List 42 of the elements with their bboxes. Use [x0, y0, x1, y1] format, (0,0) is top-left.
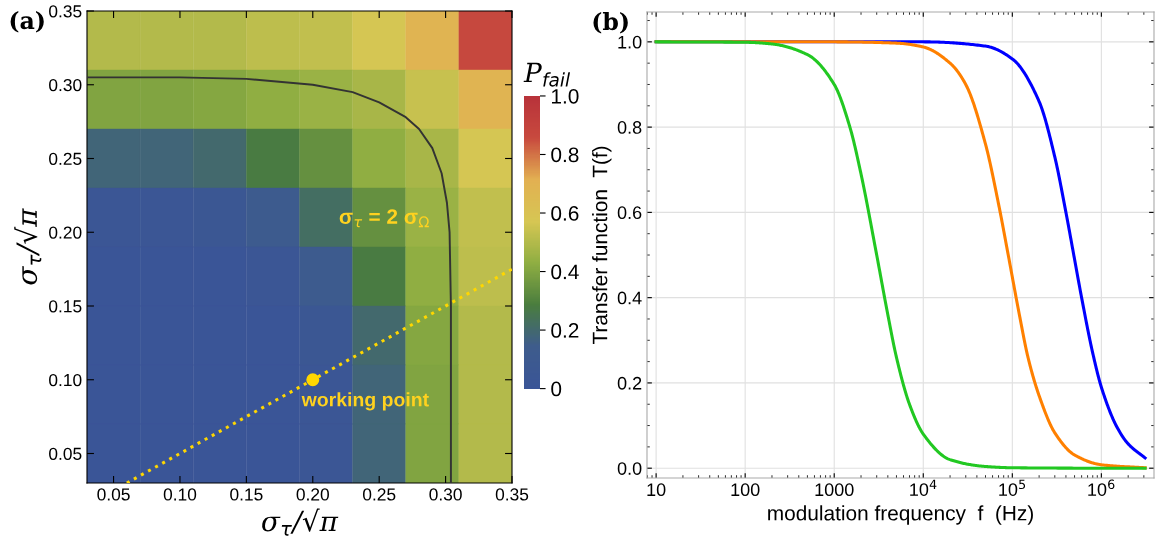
- y-tick-label: 0.0: [617, 462, 642, 475]
- x-tick-label: 10$^{4}$: [910, 479, 937, 496]
- x-tick-label: 0.35: [495, 488, 529, 501]
- series-label: σ$_{τ}$ = 2 σ$_{Ω}$: [339, 209, 429, 228]
- x-tick-label: 10$^{5}$: [999, 479, 1026, 496]
- y-tick-label: 0.10: [49, 373, 82, 387]
- chart-title: (b): [593, 12, 628, 34]
- line-series: [87, 76, 452, 483]
- annotation: working point: [301, 392, 429, 411]
- color-bar-title: P$_{fail}$: [523, 62, 571, 87]
- y-tick-label: 0.25: [49, 152, 82, 165]
- y-tick-label: 0.20: [49, 226, 82, 239]
- x-tick-label: 10: [647, 483, 666, 497]
- y-tick-label: 0.05: [49, 447, 82, 460]
- color-bar-label: 0.6: [551, 206, 579, 221]
- x-tick-label: 0.15: [230, 488, 263, 501]
- y-tick-label: 0.8: [617, 121, 642, 134]
- y-tick-label: 0.4: [617, 291, 642, 305]
- y-tick-label: 1.0: [618, 35, 642, 49]
- x-tick-label: 1000: [815, 483, 854, 497]
- x-tick-label: 0.10: [163, 488, 197, 501]
- y-tick-label: 0.6: [617, 206, 642, 220]
- y-axis-title: Transfer function T(f): [592, 146, 612, 345]
- x-tick-label: 0.25: [362, 488, 396, 501]
- x-tick-label: 10$^{6}$: [1088, 479, 1115, 496]
- y-tick-label: 0.35: [49, 5, 82, 18]
- y-tick-label: 0.30: [49, 78, 82, 92]
- x-tick-label: 0.30: [429, 488, 462, 501]
- chart-title: (a): [10, 11, 44, 33]
- y-axis-title: σ$_{τ}$/√π: [14, 208, 42, 285]
- color-bar-label: 0: [551, 381, 562, 397]
- y-tick-label: 0.15: [49, 300, 82, 313]
- x-axis-title: σ$_{τ}$/√π: [262, 508, 339, 536]
- color-bar-label: 1.0: [552, 88, 579, 104]
- color-bar-label: 0.4: [551, 264, 579, 280]
- x-tick-label: 0.05: [97, 488, 130, 501]
- x-tick-label: 100: [731, 483, 760, 497]
- y-tick-label: 0.2: [617, 376, 642, 390]
- x-axis-title: modulation frequency f (Hz): [768, 505, 1033, 525]
- color-bar-label: 0.8: [551, 147, 579, 163]
- color-bar-label: 0.2: [551, 323, 579, 338]
- x-tick-label: 0.20: [296, 488, 329, 501]
